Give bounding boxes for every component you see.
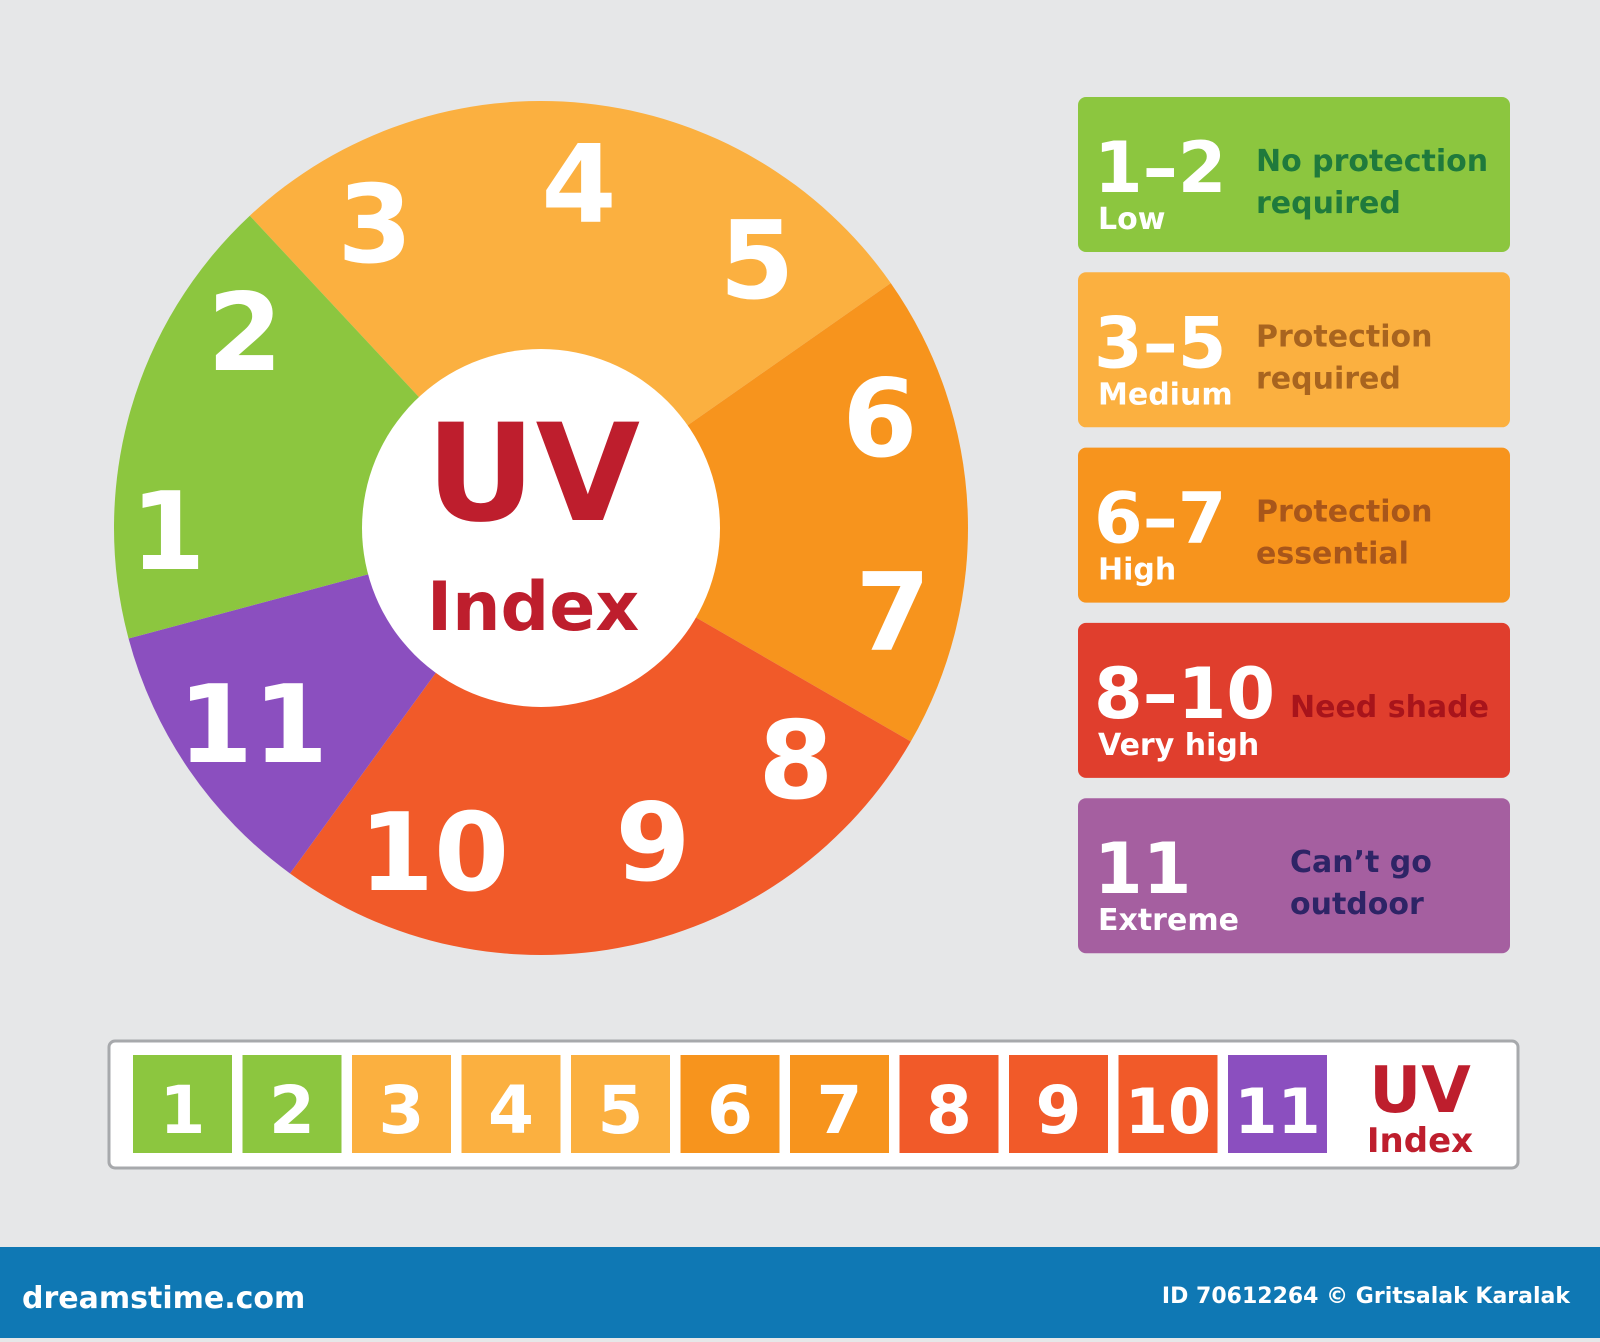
- scale-cell: [352, 1055, 451, 1153]
- footer-band: [0, 1247, 1600, 1338]
- center-title: UV: [426, 395, 640, 552]
- level-name: Extreme: [1098, 903, 1239, 938]
- level-range: 11: [1094, 828, 1191, 910]
- level-card: [1078, 97, 1510, 252]
- scale-cell: [899, 1055, 999, 1153]
- scale-cell: [1118, 1055, 1218, 1153]
- scale-cell: [133, 1055, 232, 1153]
- level-advice: Can’t go: [1290, 845, 1432, 880]
- level-advice: required: [1256, 186, 1401, 221]
- wheel-number: 1: [130, 470, 205, 595]
- scale-number: 9: [1036, 1072, 1082, 1149]
- level-advice: No protection: [1256, 144, 1488, 179]
- wheel-center: [362, 349, 720, 707]
- level-advice: essential: [1256, 537, 1409, 572]
- wheel-sector: [290, 528, 911, 955]
- scale-number: 8: [926, 1072, 972, 1149]
- level-range: 6–7: [1094, 478, 1226, 560]
- scale-number: 1: [160, 1072, 206, 1149]
- level-advice: required: [1256, 361, 1401, 396]
- scale-number: 6: [707, 1072, 753, 1149]
- scale-number: 5: [598, 1072, 644, 1149]
- scale-cell: [790, 1055, 889, 1153]
- wheel-number: 9: [615, 781, 690, 906]
- center-subtitle: Index: [427, 568, 639, 647]
- footer-credit: ID 70612264 © Gritsalak Karalak: [1162, 1284, 1571, 1309]
- wheel-sector: [249, 100, 891, 528]
- level-card: [1078, 798, 1510, 954]
- scale-number: 4: [488, 1072, 534, 1149]
- wheel-number: 7: [855, 551, 930, 676]
- wheel-sector: [541, 283, 968, 742]
- scale-number: 11: [1234, 1075, 1320, 1148]
- level-card: [1078, 272, 1510, 428]
- wheel-number: 8: [758, 699, 833, 824]
- level-card: [1078, 622, 1510, 778]
- level-name: Medium: [1098, 377, 1233, 412]
- wheel-number: 10: [359, 791, 509, 916]
- wheel-number: 6: [842, 357, 917, 482]
- level-name: Low: [1098, 202, 1165, 237]
- wheel-number: 3: [337, 163, 412, 288]
- level-range: 3–5: [1094, 302, 1226, 384]
- wheel-number: 4: [541, 123, 616, 248]
- scale-title: UV: [1369, 1054, 1471, 1128]
- wheel-number: 11: [178, 663, 328, 788]
- scale-number: 10: [1125, 1075, 1211, 1148]
- wheel-number: 5: [719, 199, 794, 324]
- scale-number: 3: [379, 1072, 425, 1149]
- footer-site: dreamstime.com: [22, 1281, 305, 1316]
- scale-number: 2: [269, 1072, 315, 1149]
- scale-cell: [1228, 1055, 1327, 1153]
- level-name: Very high: [1098, 728, 1259, 763]
- scale-cell: [1009, 1055, 1108, 1153]
- scale-cell: [571, 1055, 670, 1153]
- scale-subtitle: Index: [1367, 1121, 1473, 1161]
- scale-cell: [461, 1055, 561, 1153]
- level-card: [1078, 447, 1510, 603]
- wheel-number: 2: [207, 271, 282, 396]
- level-range: 8–10: [1094, 653, 1275, 735]
- level-range: 1–2: [1094, 127, 1226, 209]
- level-name: High: [1098, 553, 1176, 588]
- level-advice: Need shade: [1290, 690, 1489, 725]
- level-advice: Protection: [1256, 319, 1432, 354]
- scale-number: 7: [817, 1072, 863, 1149]
- level-advice: outdoor: [1290, 887, 1424, 922]
- level-advice: Protection: [1256, 495, 1432, 530]
- scale-cell: [680, 1055, 780, 1153]
- scale-cell: [242, 1055, 342, 1153]
